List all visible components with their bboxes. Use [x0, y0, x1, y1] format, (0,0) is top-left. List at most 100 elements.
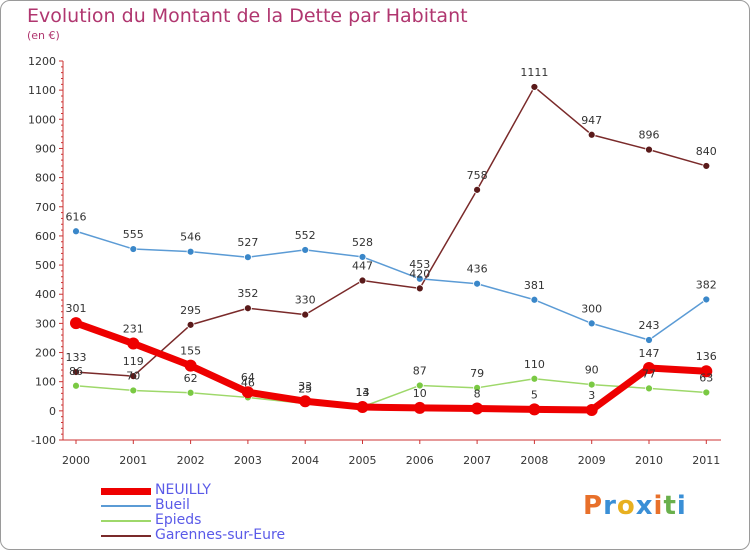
x-tick-label: 2002 — [177, 454, 205, 467]
data-label-neuilly: 13 — [356, 386, 370, 399]
y-tick-label: 400 — [35, 288, 56, 301]
y-tick-label: 800 — [35, 172, 56, 185]
data-point-neuilly — [700, 365, 713, 378]
data-label-epieds: 77 — [642, 367, 656, 380]
data-label-garennes: 133 — [66, 351, 87, 364]
x-tick-label: 2011 — [692, 454, 720, 467]
data-point-bueil — [530, 295, 539, 304]
series-lines — [70, 83, 713, 416]
data-label-neuilly: 136 — [696, 350, 717, 363]
data-point-bueil — [645, 336, 653, 344]
legend-item-garennes: Garennes-sur-Eure — [101, 527, 341, 543]
data-label-epieds: 63 — [699, 371, 713, 384]
series-line-bueil — [75, 230, 708, 341]
data-point-neuilly — [585, 403, 598, 416]
x-tick-label: 2000 — [62, 454, 90, 467]
data-label-neuilly: 64 — [241, 371, 255, 384]
data-label-epieds: 62 — [184, 372, 198, 385]
logo-letter: P — [583, 491, 604, 521]
data-label-garennes: 420 — [409, 267, 430, 280]
data-label-neuilly: 147 — [639, 347, 660, 360]
logo-letter: i — [653, 491, 664, 521]
data-point-bueil — [186, 247, 195, 256]
y-tick-label: 500 — [35, 259, 56, 272]
series-line-neuilly — [72, 319, 710, 414]
data-label-neuilly: 301 — [66, 302, 87, 315]
y-tick-label: 900 — [35, 142, 56, 155]
data-label-bueil: 552 — [295, 229, 316, 242]
data-point-neuilly — [643, 361, 655, 374]
data-point-bueil — [129, 245, 138, 253]
data-point-epieds — [473, 383, 482, 392]
series-line-epieds — [75, 378, 708, 408]
data-label-garennes: 896 — [639, 129, 660, 142]
logo-letter: t — [663, 491, 677, 521]
data-point-bueil — [473, 279, 482, 288]
data-point-garennes — [243, 304, 252, 313]
data-point-epieds — [645, 384, 653, 393]
y-tick-label: 1200 — [28, 55, 56, 68]
y-tick-label: 300 — [35, 317, 56, 330]
data-label-bueil: 436 — [467, 263, 488, 276]
data-label-epieds: 87 — [413, 364, 427, 377]
data-point-neuilly — [471, 402, 484, 415]
data-label-epieds: 79 — [470, 367, 484, 380]
data-label-bueil: 616 — [66, 210, 87, 223]
data-point-bueil — [243, 253, 252, 262]
data-label-epieds: 25 — [298, 383, 312, 396]
legend-label-garennes: Garennes-sur-Eure — [155, 527, 286, 543]
legend-swatch-neuilly — [101, 487, 151, 495]
data-point-epieds — [129, 386, 138, 395]
data-label-garennes: 295 — [180, 304, 201, 317]
data-point-garennes — [473, 185, 482, 194]
y-tick-label: -100 — [31, 434, 56, 447]
legend-label-bueil: Bueil — [155, 497, 190, 513]
data-label-neuilly: 5 — [531, 388, 538, 401]
data-point-bueil — [72, 227, 80, 236]
chart-subtitle: (en €) — [27, 29, 60, 42]
data-label-garennes: 119 — [123, 355, 144, 368]
data-label-bueil: 546 — [180, 231, 201, 244]
data-point-garennes — [72, 368, 80, 376]
data-label-garennes: 1111 — [520, 66, 548, 79]
legend-item-epieds: Epieds — [101, 512, 341, 528]
data-point-bueil — [587, 319, 596, 328]
legend-swatch-garennes — [101, 535, 151, 537]
data-point-bueil — [415, 274, 424, 283]
data-label-epieds: 46 — [241, 376, 255, 389]
proxiti-logo: Proxiti — [583, 491, 687, 521]
data-point-bueil — [301, 246, 310, 254]
data-point-garennes — [129, 372, 138, 381]
data-point-epieds — [186, 388, 195, 397]
x-tick-label: 2001 — [119, 454, 147, 467]
data-label-epieds: 14 — [356, 386, 370, 399]
data-point-neuilly — [528, 403, 541, 416]
data-point-garennes — [186, 320, 195, 329]
data-point-garennes — [530, 83, 539, 91]
legend-label-epieds: Epieds — [155, 512, 202, 528]
data-label-garennes: 840 — [696, 145, 717, 158]
data-label-epieds: 110 — [524, 358, 545, 371]
legend-swatch-epieds — [101, 520, 151, 522]
series-line-garennes — [75, 86, 708, 377]
x-tick-label: 2005 — [349, 454, 377, 467]
legend-swatch-bueil — [101, 505, 151, 507]
data-point-epieds — [587, 380, 596, 389]
logo-letter: x — [635, 491, 654, 521]
y-tick-label: 700 — [35, 201, 56, 214]
legend-item-neuilly: NEUILLY — [101, 482, 341, 498]
data-label-bueil: 528 — [352, 236, 373, 249]
data-point-epieds — [72, 381, 80, 390]
data-label-neuilly: 231 — [123, 323, 144, 336]
data-point-bueil — [702, 295, 711, 304]
data-point-neuilly — [413, 401, 426, 414]
data-label-bueil: 382 — [696, 278, 717, 291]
data-label-bueil: 453 — [409, 258, 430, 271]
data-label-neuilly: 8 — [474, 388, 481, 401]
x-tick-label: 2004 — [291, 454, 319, 467]
data-label-bueil: 300 — [581, 302, 602, 315]
legend-item-bueil: Bueil — [101, 497, 341, 513]
